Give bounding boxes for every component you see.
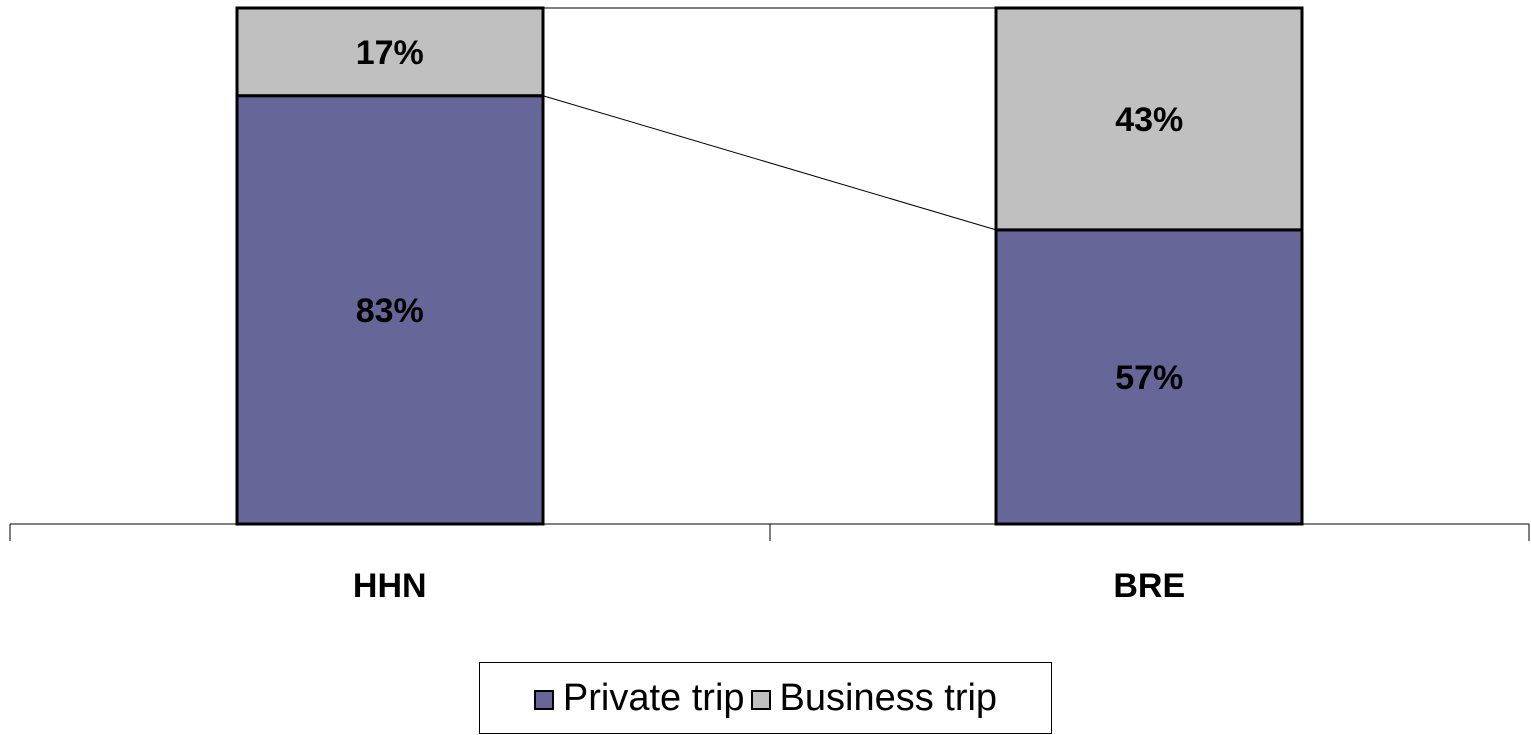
legend-swatch-private-trip bbox=[533, 690, 554, 710]
legend-label-business-trip: Business trip bbox=[779, 676, 998, 719]
data-label-bre-business-trip: 43% bbox=[1115, 101, 1183, 139]
data-label-hhn-business-trip: 17% bbox=[356, 34, 424, 72]
bar-hhn-business-trip bbox=[235, 6, 545, 98]
data-label-bre-private-trip: 57% bbox=[1115, 359, 1183, 397]
series-line-0-0 bbox=[542, 95, 997, 231]
legend-label-private-trip: Private trip bbox=[562, 676, 745, 719]
legend: Private trip Business trip bbox=[479, 662, 1052, 734]
legend-swatch-business-trip bbox=[750, 690, 771, 710]
bar-hhn-private-trip bbox=[235, 94, 545, 526]
legend-item-private-trip: Private trip bbox=[533, 676, 745, 720]
category-label-hhn: HHN bbox=[353, 567, 427, 605]
legend-item-business-trip: Business trip bbox=[750, 676, 998, 720]
category-label-bre: BRE bbox=[1113, 567, 1185, 605]
data-label-hhn-private-trip: 83% bbox=[356, 292, 424, 330]
bar-bre-business-trip bbox=[994, 6, 1304, 232]
